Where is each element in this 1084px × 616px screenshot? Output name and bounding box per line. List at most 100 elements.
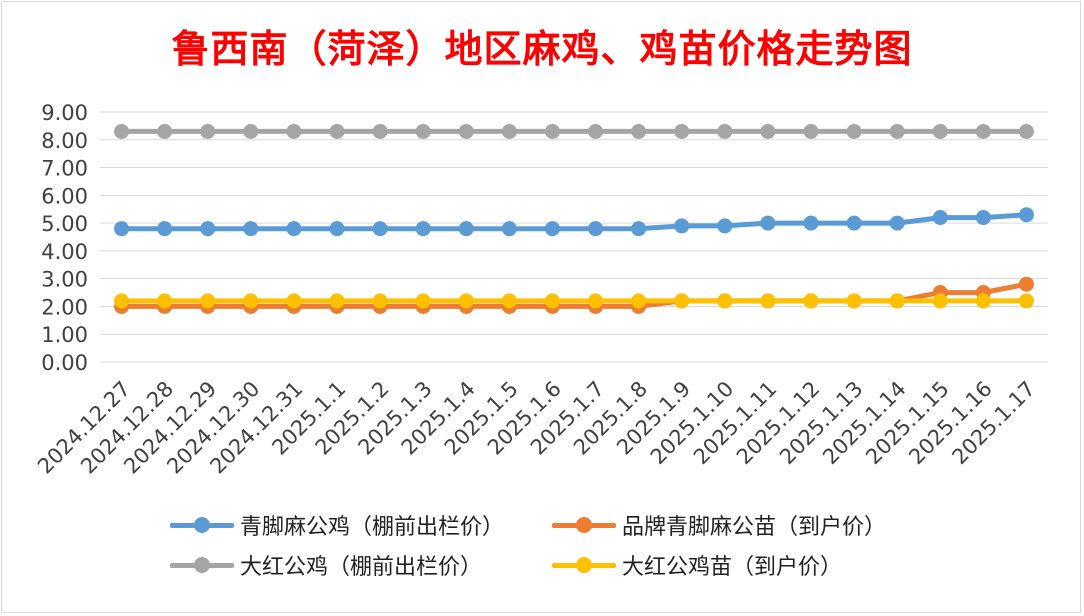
data-point bbox=[114, 123, 130, 139]
data-point bbox=[760, 123, 776, 139]
data-point bbox=[458, 123, 474, 139]
legend-item-dahong-chick: 大红公鸡苗（到户价） bbox=[552, 550, 842, 580]
legend-label: 青脚麻公鸡（棚前出栏价） bbox=[240, 515, 505, 540]
data-point bbox=[372, 293, 388, 309]
chart-title: 鲁西南（菏泽）地区麻鸡、鸡苗价格走势图 bbox=[171, 26, 913, 71]
legend-swatch bbox=[170, 550, 234, 580]
data-point bbox=[674, 218, 690, 234]
data-point bbox=[846, 215, 862, 231]
data-point bbox=[1018, 123, 1034, 139]
legend: 青脚麻公鸡（棚前出栏价） 品牌青脚麻公苗（到户价） 大红公鸡（棚前出栏价） 大红… bbox=[0, 510, 1084, 590]
y-axis-ticks: 0.00 1.00 2.00 3.00 4.00 5.00 6.00 7.00 8.00 9.00 bbox=[41, 101, 88, 375]
data-point bbox=[157, 123, 173, 139]
data-point bbox=[329, 221, 345, 237]
data-point bbox=[975, 293, 991, 309]
data-point bbox=[674, 293, 690, 309]
data-point bbox=[803, 293, 819, 309]
x-axis-ticks: 2024.12.272024.12.282024.12.292024.12.30… bbox=[33, 377, 1040, 479]
y-tick-label: 2.00 bbox=[41, 295, 88, 319]
data-point bbox=[889, 123, 905, 139]
data-point bbox=[157, 293, 173, 309]
data-point bbox=[588, 221, 604, 237]
data-point bbox=[760, 293, 776, 309]
data-point bbox=[760, 215, 776, 231]
data-point bbox=[372, 221, 388, 237]
legend-marker bbox=[194, 517, 210, 533]
data-point bbox=[415, 221, 431, 237]
data-point bbox=[631, 221, 647, 237]
data-point bbox=[588, 123, 604, 139]
data-point bbox=[717, 123, 733, 139]
data-point bbox=[717, 218, 733, 234]
legend-label: 大红公鸡苗（到户价） bbox=[622, 555, 843, 580]
data-point bbox=[501, 123, 517, 139]
data-point bbox=[286, 123, 302, 139]
data-point bbox=[372, 123, 388, 139]
data-point bbox=[889, 293, 905, 309]
data-point bbox=[114, 293, 130, 309]
data-point bbox=[114, 221, 130, 237]
data-point bbox=[588, 293, 604, 309]
data-point bbox=[1018, 293, 1034, 309]
data-point bbox=[631, 293, 647, 309]
y-tick-label: 0.00 bbox=[41, 351, 88, 375]
series-2 bbox=[114, 123, 1034, 139]
data-point bbox=[200, 221, 216, 237]
data-point bbox=[458, 221, 474, 237]
y-tick-label: 1.00 bbox=[41, 323, 88, 347]
legend-marker bbox=[194, 557, 210, 573]
series-line bbox=[119, 212, 1029, 232]
data-point bbox=[415, 123, 431, 139]
legend-marker bbox=[576, 517, 592, 533]
y-tick-label: 9.00 bbox=[41, 101, 88, 125]
data-point bbox=[803, 215, 819, 231]
data-point bbox=[846, 123, 862, 139]
series-0 bbox=[114, 207, 1034, 237]
y-tick-label: 4.00 bbox=[41, 240, 88, 264]
data-point bbox=[631, 123, 647, 139]
data-point bbox=[501, 221, 517, 237]
data-point bbox=[458, 293, 474, 309]
y-tick-label: 6.00 bbox=[41, 184, 88, 208]
data-point bbox=[415, 293, 431, 309]
data-point bbox=[200, 293, 216, 309]
data-point bbox=[932, 210, 948, 226]
gridlines bbox=[100, 111, 1048, 363]
data-point bbox=[243, 293, 259, 309]
data-point bbox=[717, 293, 733, 309]
data-point bbox=[846, 293, 862, 309]
data-point bbox=[889, 215, 905, 231]
data-point bbox=[286, 221, 302, 237]
data-point bbox=[932, 293, 948, 309]
legend-swatch bbox=[552, 510, 616, 540]
y-tick-label: 7.00 bbox=[41, 157, 88, 181]
series-3 bbox=[114, 293, 1034, 309]
data-point bbox=[200, 123, 216, 139]
data-point bbox=[1018, 276, 1034, 292]
data-point bbox=[932, 123, 948, 139]
data-point bbox=[674, 123, 690, 139]
data-point bbox=[1018, 207, 1034, 223]
legend-label: 大红公鸡（棚前出栏价） bbox=[240, 555, 483, 580]
data-point bbox=[329, 123, 345, 139]
y-tick-label: 3.00 bbox=[41, 268, 88, 292]
legend-item-brand-qingjiao-chick: 品牌青脚麻公苗（到户价） bbox=[552, 510, 886, 540]
legend-marker bbox=[576, 557, 592, 573]
data-point bbox=[544, 221, 560, 237]
legend-label: 品牌青脚麻公苗（到户价） bbox=[622, 515, 887, 540]
data-point bbox=[243, 123, 259, 139]
data-point bbox=[286, 293, 302, 309]
legend-swatch bbox=[170, 510, 234, 540]
data-point bbox=[243, 221, 259, 237]
y-tick-label: 5.00 bbox=[41, 212, 88, 236]
data-point bbox=[975, 123, 991, 139]
data-point bbox=[544, 293, 560, 309]
series-lines bbox=[114, 123, 1034, 314]
data-point bbox=[803, 123, 819, 139]
data-point bbox=[329, 293, 345, 309]
legend-item-qingjiao-rooster: 青脚麻公鸡（棚前出栏价） bbox=[170, 510, 504, 540]
y-tick-label: 8.00 bbox=[41, 129, 88, 153]
legend-item-dahong-rooster: 大红公鸡（棚前出栏价） bbox=[170, 550, 482, 580]
data-point bbox=[501, 293, 517, 309]
